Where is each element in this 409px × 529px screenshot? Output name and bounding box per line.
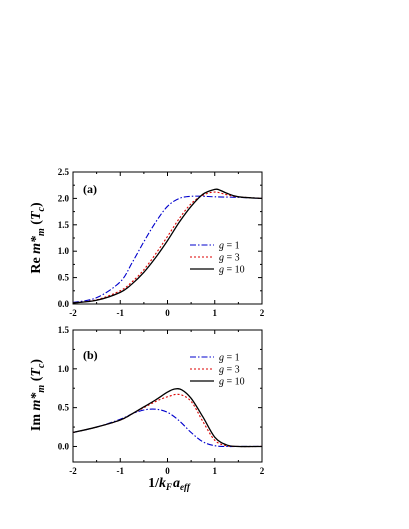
x-axis-label-a: a [173, 476, 180, 491]
y-tick-label: 1.0 [58, 246, 70, 256]
legend-label-g3: g = 3 [219, 253, 240, 264]
x-axis-label-k: k [159, 476, 166, 491]
series-line-g10 [73, 188, 262, 304]
legend-label-g10: g = 10 [219, 377, 245, 388]
panel-label: (a) [83, 182, 97, 196]
y-tick-label: 1.5 [58, 220, 70, 230]
y-axis-label-b: Im m*m (Tc) [29, 359, 47, 431]
y-tick-label: 0.5 [58, 273, 70, 283]
plot-frame [72, 171, 263, 305]
x-axis-label-a-sub: eff [180, 482, 191, 492]
x-tick-label: 1 [213, 466, 218, 476]
series-line-g1 [73, 408, 262, 448]
y-axis-label-a: Re m*m (Tc) [29, 202, 47, 274]
y-axis-label-main: m* [29, 392, 44, 411]
series-line-g3 [73, 393, 262, 448]
legend-label-g1: g = 1 [219, 353, 240, 364]
y-tick-label: 0.0 [58, 441, 70, 451]
y-tick-label: 0.0 [58, 299, 70, 309]
series-line-g10 [73, 388, 262, 448]
chart-panel-b: -2 -1 0 1 2 0.0 0.5 1.0 1.5 (b) g = 1g = 3g = 10 [58, 325, 265, 476]
y-axis-label-prefix: Im [29, 410, 44, 431]
y-axis-label-arg-sub: c [36, 363, 47, 368]
x-tick-label: 1 [213, 308, 218, 318]
y-axis-label-arg: T [29, 367, 44, 377]
legend-label-g3: g = 3 [219, 365, 240, 376]
panel-label: (b) [83, 348, 98, 362]
y-axis-label-arg: T [29, 210, 44, 220]
legend-label-g10: g = 10 [219, 265, 245, 276]
x-tick-label: -1 [117, 466, 125, 476]
y-axis-label-arg-sub: c [36, 206, 47, 211]
chart-panel-a: -2 -1 0 1 2 0.0 0.5 1.0 1.5 2.0 2.5 (a) g = 1g = 3g … [58, 167, 265, 318]
y-axis-label-open: ( [29, 220, 44, 229]
y-axis-label-sub: m [36, 228, 47, 236]
x-axis-label: 1/kFaeff [148, 476, 191, 492]
y-axis-label-prefix: Re [29, 254, 44, 274]
y-axis-label-sub: m [36, 385, 47, 393]
y-tick-label: 1.0 [58, 364, 70, 374]
x-tick-label: -2 [69, 466, 77, 476]
y-axis-label-close: ) [29, 202, 44, 207]
x-tick-label: -1 [117, 308, 125, 318]
y-axis-label-close: ) [29, 359, 44, 364]
y-tick-label: 1.5 [58, 325, 70, 335]
x-tick-label: 2 [260, 466, 265, 476]
legend-label-g1: g = 1 [219, 241, 240, 252]
y-tick-label: 2.5 [58, 167, 70, 177]
y-axis-label-open: ( [29, 376, 44, 385]
plot-frame [72, 329, 263, 463]
x-axis-label-pre: 1/ [148, 476, 160, 491]
x-tick-label: 2 [260, 308, 265, 318]
series-line-g3 [73, 191, 262, 304]
y-tick-label: 2.0 [58, 193, 70, 203]
x-tick-label: 0 [165, 466, 170, 476]
x-axis-label-k-sub: F [165, 482, 172, 492]
x-tick-label: -2 [69, 308, 77, 318]
x-tick-label: 0 [165, 308, 170, 318]
series-line-g1 [73, 195, 262, 303]
y-axis-label-main: m* [29, 235, 44, 254]
y-tick-label: 0.5 [58, 403, 70, 413]
